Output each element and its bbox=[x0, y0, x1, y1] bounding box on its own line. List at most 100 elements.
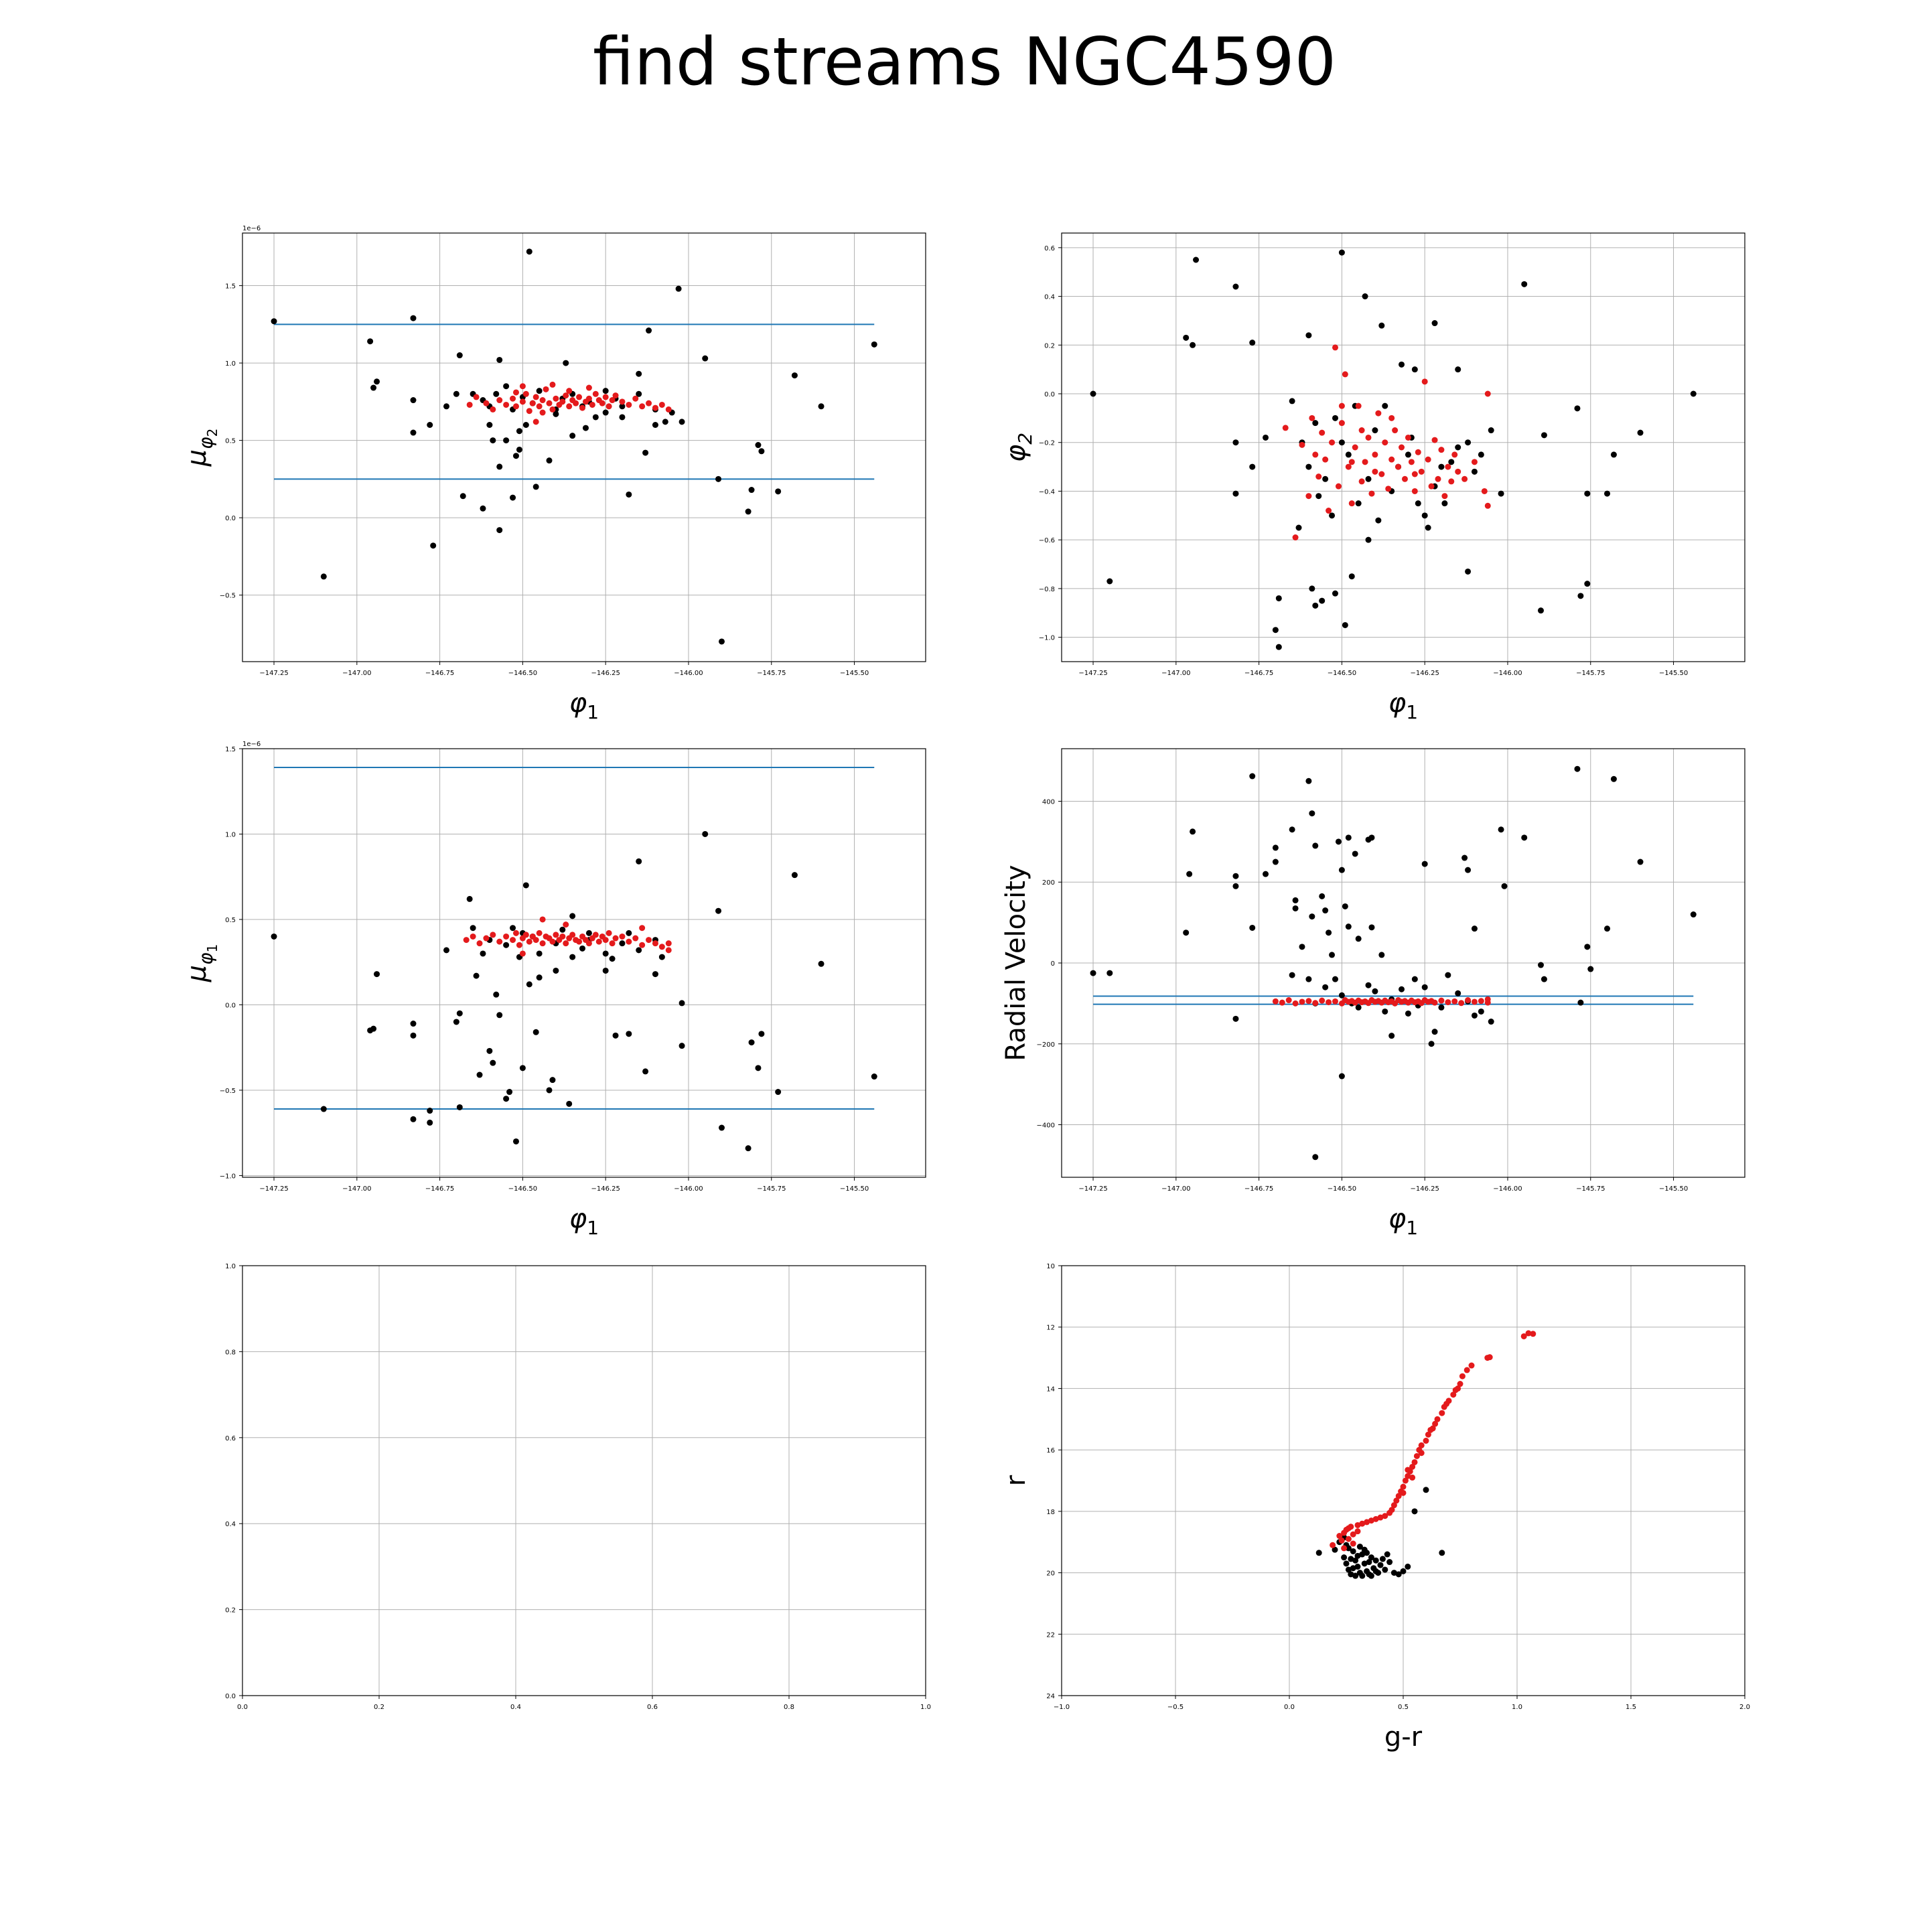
y-axis-label: μφ2 bbox=[182, 429, 220, 467]
field-star-point bbox=[1322, 984, 1329, 990]
member-star-point bbox=[539, 916, 546, 923]
field-star-point bbox=[1604, 925, 1611, 932]
member-star-point bbox=[1525, 1330, 1532, 1337]
field-star-point bbox=[715, 475, 722, 482]
member-star-point bbox=[665, 940, 672, 947]
field-star-point bbox=[626, 930, 632, 936]
field-star-point bbox=[512, 453, 519, 459]
member-star-point bbox=[573, 400, 579, 406]
field-star-point bbox=[1345, 451, 1352, 458]
x-axis-label: φ1 bbox=[569, 1203, 599, 1239]
field-star-point bbox=[1388, 1033, 1395, 1039]
member-star-point bbox=[619, 933, 626, 940]
field-star-point bbox=[585, 930, 592, 936]
field-star-point bbox=[526, 981, 532, 988]
field-star-point bbox=[374, 971, 380, 978]
field-star-point bbox=[496, 356, 503, 363]
field-star-point bbox=[1272, 627, 1279, 634]
figure-title: find streams NGC4590 bbox=[593, 24, 1336, 100]
x-tick-label: 0.8 bbox=[784, 1704, 794, 1711]
field-star-point bbox=[1421, 984, 1428, 990]
member-star-point bbox=[1471, 998, 1478, 1005]
member-star-point bbox=[516, 942, 522, 948]
y-tick-label: 0 bbox=[1051, 960, 1055, 968]
member-star-point bbox=[1409, 1474, 1416, 1481]
member-star-point bbox=[1395, 1493, 1402, 1499]
field-star-point bbox=[1455, 990, 1461, 996]
member-star-point bbox=[639, 942, 646, 948]
y-tick-label: 0.8 bbox=[225, 1349, 236, 1356]
member-star-point bbox=[592, 390, 599, 397]
field-star-point bbox=[566, 1100, 573, 1107]
x-tick-label: −146.50 bbox=[508, 670, 537, 677]
field-star-point bbox=[1377, 1562, 1384, 1568]
member-star-point bbox=[1341, 1545, 1348, 1552]
field-star-point bbox=[496, 1012, 503, 1019]
member-star-point bbox=[532, 419, 539, 425]
field-star-point bbox=[456, 1010, 463, 1017]
member-star-point bbox=[1484, 390, 1491, 397]
field-star-point bbox=[490, 1059, 496, 1066]
x-tick-label: 0.2 bbox=[374, 1704, 384, 1711]
member-star-point bbox=[1365, 434, 1372, 441]
member-star-point bbox=[532, 394, 539, 400]
field-star-point bbox=[532, 1029, 539, 1035]
x-tick-label: −146.00 bbox=[1493, 670, 1522, 677]
y-tick-label: −200 bbox=[1037, 1041, 1055, 1049]
field-star-point bbox=[1471, 1012, 1478, 1019]
x-tick-label: 0.0 bbox=[1284, 1704, 1295, 1711]
field-star-point bbox=[1355, 1004, 1362, 1011]
field-star-point bbox=[1587, 966, 1594, 972]
field-star-point bbox=[1368, 1554, 1374, 1561]
field-star-point bbox=[715, 907, 722, 914]
field-star-point bbox=[582, 425, 589, 431]
member-star-point bbox=[1382, 439, 1388, 446]
y-tick-label: 16 bbox=[1046, 1447, 1055, 1455]
field-star-point bbox=[470, 925, 476, 932]
y-tick-label: −1.0 bbox=[220, 1173, 236, 1180]
y-tick-label: 0.4 bbox=[1044, 294, 1055, 301]
member-star-point bbox=[609, 940, 616, 947]
member-star-point bbox=[1411, 1459, 1418, 1465]
member-star-point bbox=[665, 947, 672, 954]
field-star-point bbox=[1478, 451, 1484, 458]
field-star-point bbox=[1359, 1572, 1366, 1579]
field-star-point bbox=[430, 542, 437, 549]
field-star-point bbox=[1326, 930, 1332, 936]
x-axis-label: φ1 bbox=[569, 688, 599, 723]
axes-frame bbox=[1061, 232, 1745, 662]
member-star-point bbox=[566, 388, 573, 394]
member-star-point bbox=[1455, 1385, 1461, 1392]
field-star-point bbox=[496, 463, 503, 470]
member-star-point bbox=[1332, 344, 1338, 351]
field-star-point bbox=[1541, 432, 1547, 439]
y-tick-label: 0.0 bbox=[1044, 391, 1055, 398]
member-star-point bbox=[576, 938, 583, 945]
field-star-point bbox=[758, 448, 765, 455]
field-star-point bbox=[1355, 936, 1362, 942]
member-star-point bbox=[1359, 1520, 1366, 1527]
member-star-point bbox=[1368, 490, 1375, 497]
field-star-point bbox=[486, 1047, 493, 1054]
field-star-point bbox=[1431, 320, 1438, 327]
field-star-point bbox=[1272, 859, 1279, 865]
member-star-point bbox=[1338, 1537, 1345, 1544]
field-star-point bbox=[1584, 944, 1591, 950]
field-star-point bbox=[503, 437, 510, 444]
member-star-point bbox=[609, 397, 616, 404]
x-tick-label: −146.50 bbox=[1328, 1185, 1356, 1193]
y-tick-label: −0.2 bbox=[1039, 440, 1055, 447]
field-star-point bbox=[1411, 976, 1418, 982]
field-star-point bbox=[1368, 924, 1375, 931]
member-star-point bbox=[1421, 378, 1428, 385]
member-star-point bbox=[1282, 425, 1289, 431]
field-star-point bbox=[1574, 405, 1581, 412]
field-star-point bbox=[1312, 420, 1319, 427]
field-star-point bbox=[1400, 1568, 1407, 1574]
member-star-point bbox=[1388, 415, 1395, 421]
member-star-point bbox=[532, 937, 539, 944]
member-star-point bbox=[1392, 427, 1399, 434]
field-star-point bbox=[678, 419, 685, 425]
member-star-point bbox=[1372, 468, 1378, 475]
field-star-point bbox=[516, 428, 522, 435]
